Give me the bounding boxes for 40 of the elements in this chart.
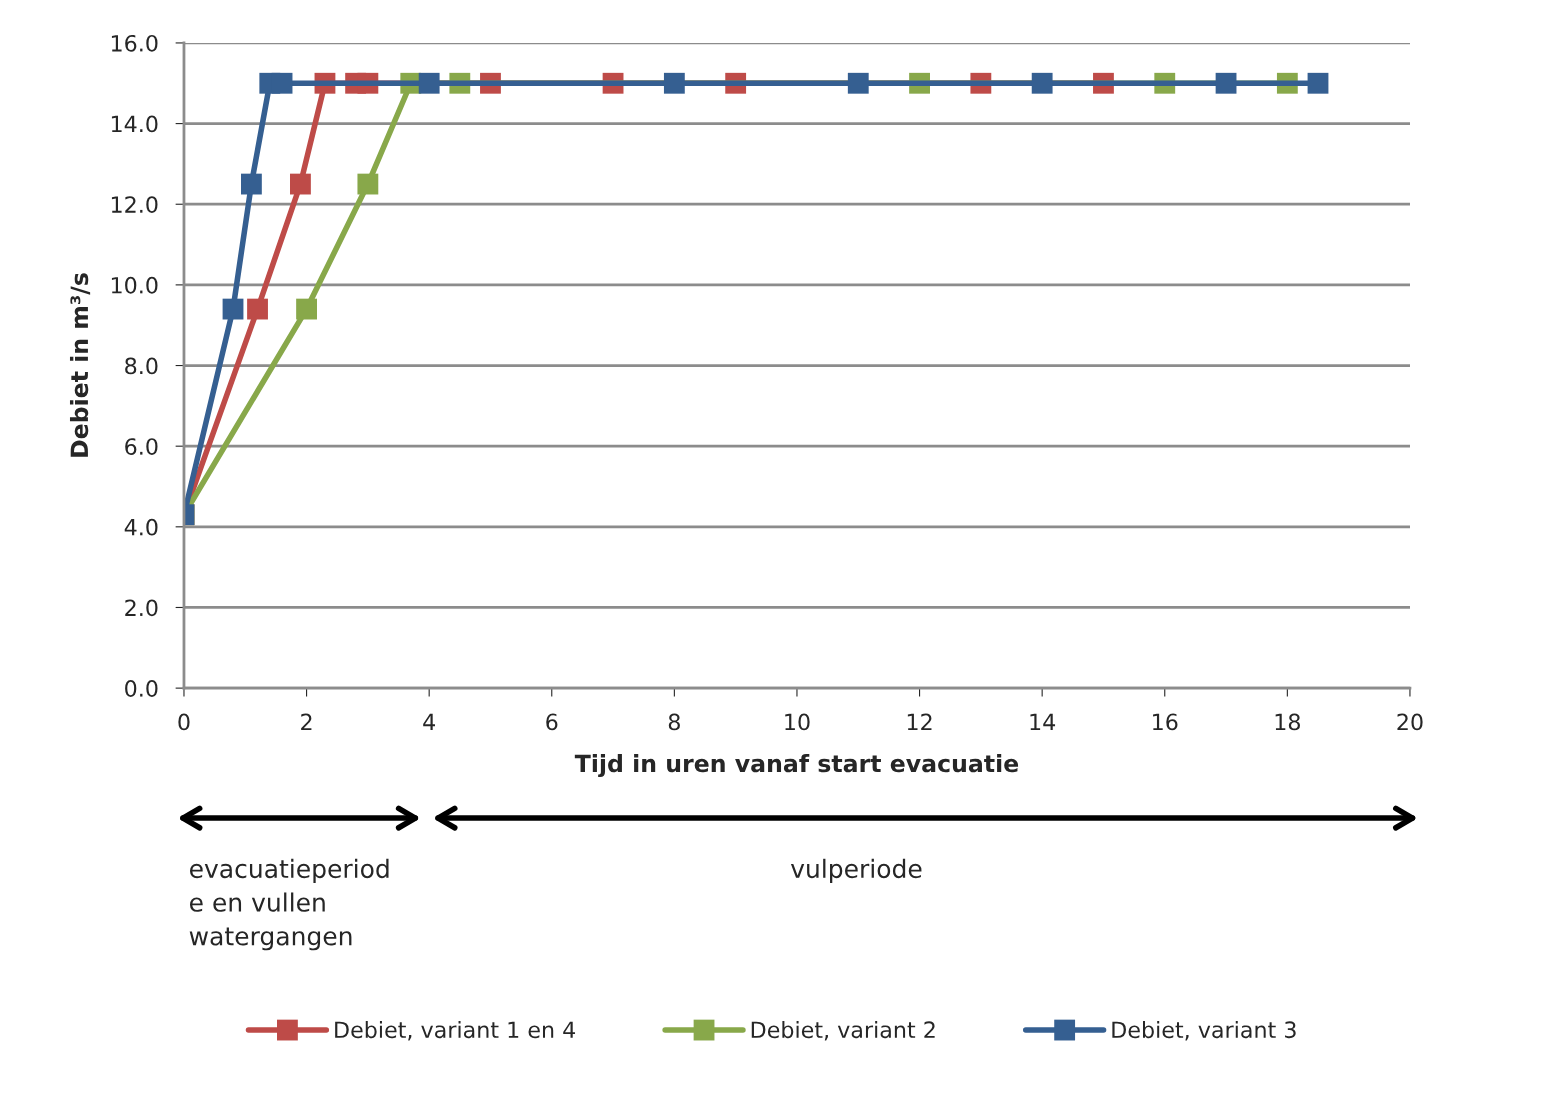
point	[271, 72, 293, 94]
point	[247, 298, 268, 320]
legend-label: Debiet, variant 1 en 4	[335, 1020, 576, 1041]
y-tick-label: 2.0	[125, 599, 158, 617]
x-tick-label: 20	[1397, 713, 1423, 731]
point	[1215, 72, 1237, 94]
text: evacuatieperiod e en vullen watergangen	[189, 858, 389, 951]
y-tick-label: 10.0	[111, 276, 158, 294]
point	[240, 173, 262, 195]
y-tick-label: 16.0	[111, 34, 158, 52]
x-tick-label: 8	[668, 713, 680, 731]
point	[1031, 72, 1053, 94]
x-tick-label: 0	[178, 713, 190, 731]
point	[1307, 72, 1329, 94]
x-tick-label: 4	[423, 713, 435, 731]
y-tick-label: 14.0	[111, 115, 158, 133]
x-tick-label: 12	[907, 713, 932, 731]
x-tick-label: 18	[1275, 713, 1300, 731]
x-tick-label: 16	[1153, 713, 1178, 731]
point	[296, 298, 317, 320]
y-tick-label: 4.0	[124, 518, 158, 536]
x-tick-label: 2	[301, 713, 312, 731]
point	[357, 173, 379, 195]
point	[290, 173, 311, 195]
point	[222, 298, 244, 320]
legend-label: Debiet, variant 3	[1112, 1020, 1296, 1041]
y-tick-label: 12.0	[111, 196, 158, 213]
y-tick-label: 0.0	[125, 680, 158, 697]
point	[418, 72, 440, 94]
x-tick-label: 10	[785, 713, 810, 731]
y-tick-label: 6.0	[125, 438, 158, 455]
text: vulperiode	[790, 858, 922, 883]
x-tick-label: 6	[546, 713, 558, 731]
y-axis-title: Debiet in m³/s	[69, 273, 91, 457]
x-axis-title: Tijd in uren vanaf start evacuatie	[574, 754, 1019, 778]
point	[663, 72, 685, 94]
y-tick-label: 8.0	[125, 357, 158, 375]
legend-label: Debiet, variant 2	[751, 1020, 935, 1041]
point	[847, 72, 869, 94]
x-tick-label: 14	[1030, 713, 1056, 731]
